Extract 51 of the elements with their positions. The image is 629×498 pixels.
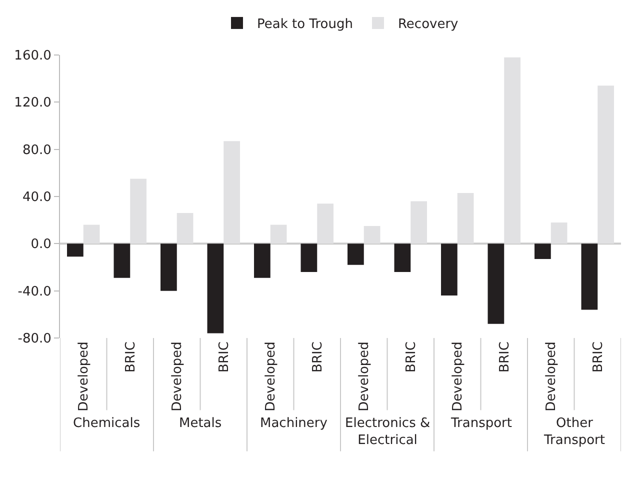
bar <box>254 244 270 278</box>
text: Metals <box>179 416 222 431</box>
x-tick-label: Developed <box>450 342 466 412</box>
bar <box>581 244 598 310</box>
y-tick-label: -80.0 <box>18 332 52 347</box>
legend-label: Peak to Trough <box>257 17 353 32</box>
x-tick-label: BRIC <box>404 342 419 372</box>
bar <box>457 192 474 244</box>
bar <box>317 204 334 244</box>
x-tick-label: BRIC <box>310 342 326 372</box>
bar <box>270 224 287 244</box>
bar <box>224 141 240 244</box>
bar <box>598 86 614 244</box>
y-tick-label: 120.0 <box>14 96 52 111</box>
bar <box>441 244 458 296</box>
x-tick-label: Developed <box>357 342 372 412</box>
x-tick-label: Developed <box>170 342 186 412</box>
legend-label: Recovery <box>398 17 459 32</box>
x-tick-label: BRIC <box>123 342 138 372</box>
bar <box>534 244 551 259</box>
text: Machinery <box>260 416 328 431</box>
x-tick-label: BRIC <box>590 342 606 372</box>
bar <box>364 226 380 244</box>
text: Chemicals <box>73 416 140 431</box>
bar <box>160 244 177 291</box>
bar <box>300 244 318 272</box>
bar <box>176 213 194 244</box>
bar <box>394 244 411 272</box>
text: Other Transport <box>543 416 606 448</box>
x-tick-label: Developed <box>264 342 279 412</box>
bar <box>504 57 520 244</box>
y-tick-label: 40.0 <box>22 190 52 206</box>
x-tick-label: Developed <box>76 342 92 412</box>
x-tick-label: Developed <box>544 342 560 412</box>
bar <box>67 244 84 257</box>
bar <box>114 244 130 278</box>
x-tick-label: BRIC <box>497 342 512 372</box>
bar <box>348 244 364 265</box>
bar <box>83 224 100 244</box>
y-tick-label: 160.0 <box>14 48 52 64</box>
bar <box>488 244 504 324</box>
y-tick-label: 80.0 <box>22 142 52 158</box>
y-tick-label: -40.0 <box>18 284 52 300</box>
text: Transport <box>450 416 512 431</box>
bar <box>207 244 224 334</box>
x-tick-label: BRIC <box>216 342 232 372</box>
bar <box>550 222 568 244</box>
text: Electronics & Electrical <box>345 416 430 448</box>
y-tick-label: 0.0 <box>30 237 52 252</box>
bar <box>410 201 427 244</box>
bar <box>130 178 146 244</box>
